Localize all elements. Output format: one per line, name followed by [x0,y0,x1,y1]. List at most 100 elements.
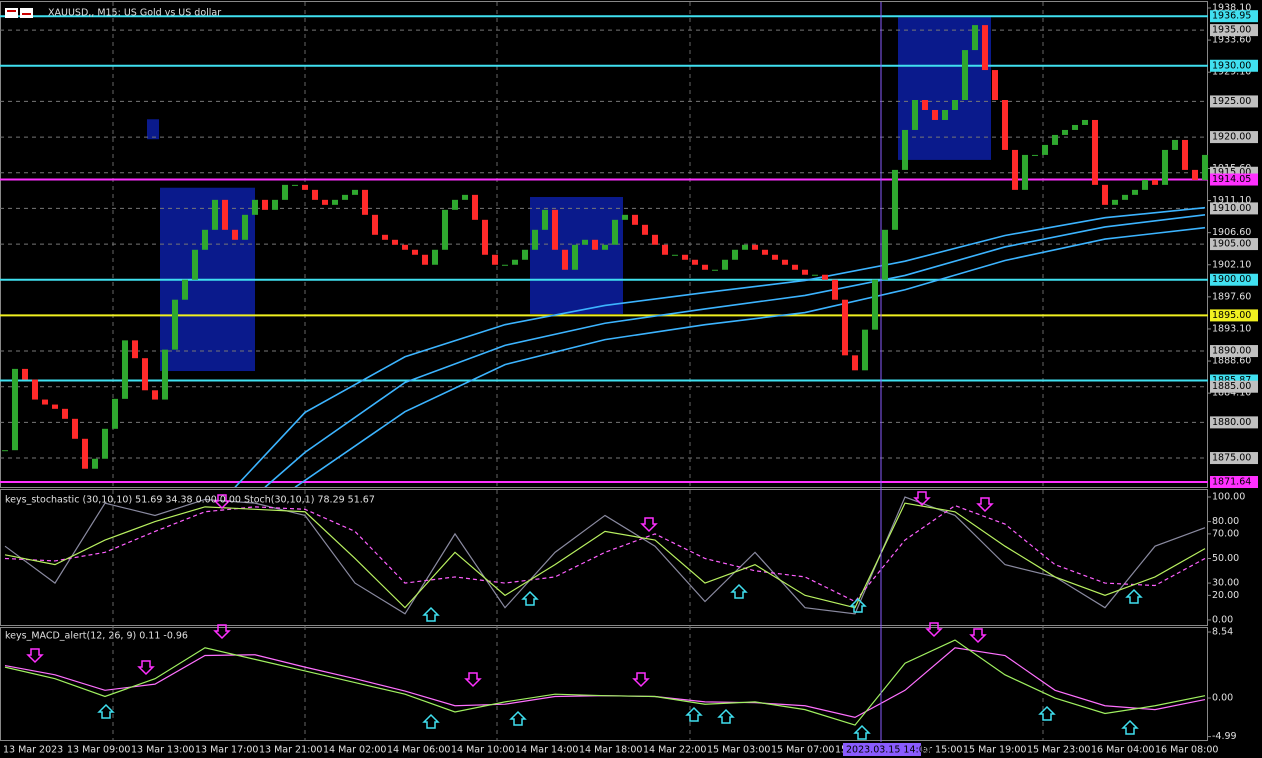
level-box [1210,173,1258,186]
candle [942,109,948,120]
candle [862,329,868,371]
x-tick-label: 14 Mar 10:00 [451,745,514,756]
candle [742,244,748,250]
candle [592,239,598,250]
candle [1162,149,1168,185]
candle [792,264,798,270]
signal-arrows [27,491,1142,740]
level-label: 1885.00 [1212,381,1251,392]
candle [432,249,438,265]
y-tick-label: 100.00 [1212,492,1245,503]
candle [702,264,708,270]
candle [472,194,478,220]
time-axis: 13 Mar 2023 13 Mar 09:00 13 Mar 13:00 13 Ma… [3,743,1218,756]
chart-title: XAUUSD,, M15: US Gold vs US dollar [48,8,221,19]
candle [652,234,658,245]
candle [312,189,318,200]
y-tick-label: 8.54 [1212,627,1233,638]
level-box [1210,345,1258,358]
y-tick-label: 1938.10 [1212,2,1251,13]
candle [462,194,468,200]
candle [812,274,818,276]
candle [272,199,278,210]
candle [1052,134,1058,145]
candle [422,254,428,265]
candle [1042,144,1048,155]
candle [672,254,678,256]
level-label: 1914.05 [1212,174,1251,185]
y-tick-label: -4.99 [1212,731,1237,742]
candle [202,229,208,250]
level-label: 1930.00 [1212,60,1251,71]
x-tick-label: 15 Mar 03:00 [707,745,770,756]
candle [42,399,48,405]
candle [1142,179,1148,190]
y-tick-label: 70.00 [1212,528,1239,539]
candle [852,355,858,371]
level-box [1210,95,1258,108]
candle [342,194,348,200]
candle [222,199,228,230]
candle [912,99,918,130]
candle [482,219,488,255]
x-tick-label: 15 Mar 19:00 [963,745,1026,756]
y-tick-label: 1893.10 [1212,323,1251,334]
candle [662,244,668,255]
candle [1122,194,1128,200]
candle [892,169,898,230]
level-label: 1910.00 [1212,203,1251,214]
candle [192,249,198,280]
candle [452,199,458,210]
candle [1112,199,1118,205]
y-tick-label: 1897.60 [1212,291,1251,302]
panel [0,15,1208,487]
candle [1192,169,1198,180]
candle [642,224,648,235]
candle [1002,99,1008,150]
candle [1102,184,1108,205]
candle [822,274,828,280]
y-tick-label: 80.00 [1212,516,1239,527]
candle [902,129,908,170]
x-tick-label: 15 Mar 15:00 [899,745,962,756]
candle [492,254,498,265]
level-label: 1890.00 [1212,346,1251,357]
candle [782,259,788,265]
indicator-line [4,496,1206,615]
candle [562,249,568,270]
vertical-grid [112,2,1044,740]
candle [882,229,888,280]
symbol-icon [5,8,33,18]
macd-title: keys_MACD_alert(12, 26, 9) 0.11 -0.96 [5,631,188,642]
candle [922,99,928,110]
candle [212,199,218,230]
candle [832,279,838,300]
x-tick-label: 14 Mar 22:00 [643,745,706,756]
candle [322,199,328,205]
candle [52,404,58,409]
candle [262,199,268,210]
candle [1082,119,1088,125]
candle [1152,179,1158,185]
level-label: 1936.95 [1212,11,1251,22]
candle [302,184,308,190]
candle [62,408,68,419]
candle [132,340,138,359]
x-tick-label: 15 Mar 23:00 [1027,745,1090,756]
indicator-line [4,502,1206,609]
x-tick-label: 14 Mar 06:00 [387,745,450,756]
x-tick-label: 14 Mar 02:00 [323,745,386,756]
candle [572,244,578,270]
candle [602,244,608,250]
y-tick-label: 20.00 [1212,590,1239,601]
candle [1182,139,1188,170]
level-box [1210,309,1258,322]
candle [392,239,398,245]
candle [362,189,368,215]
candle [1022,154,1028,190]
candle [1072,124,1078,130]
candle [532,229,538,250]
